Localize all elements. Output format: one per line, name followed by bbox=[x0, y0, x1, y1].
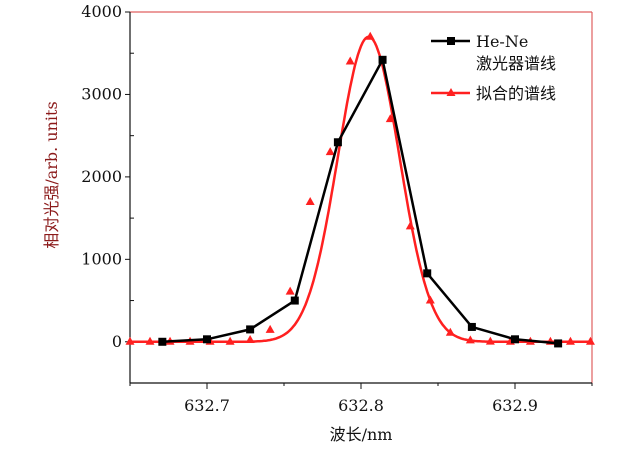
x-tick-label: 632.7 bbox=[184, 396, 230, 415]
axes: 0 1000 2000 3000 4000 632.7 632.8 632.9 bbox=[81, 2, 593, 415]
series-layer bbox=[125, 31, 595, 348]
he-ne-series-line bbox=[162, 56, 559, 345]
x-axis-title: 波长/nm bbox=[330, 425, 393, 444]
data-point-square bbox=[203, 335, 211, 344]
data-point-triangle bbox=[345, 56, 355, 65]
data-point-triangle bbox=[385, 114, 395, 123]
y-axis-title: 相对光强/arb. units bbox=[42, 101, 61, 248]
data-point-triangle bbox=[465, 335, 475, 344]
y-tick-label: 3000 bbox=[81, 84, 122, 103]
data-point-triangle bbox=[585, 336, 595, 345]
y-tick-label: 2000 bbox=[81, 167, 122, 186]
data-point-triangle bbox=[305, 197, 315, 206]
data-point-square bbox=[378, 55, 387, 64]
data-point-triangle bbox=[125, 336, 135, 345]
data-point-triangle bbox=[485, 336, 495, 345]
data-point-square bbox=[246, 325, 255, 334]
data-point-triangle bbox=[245, 334, 255, 343]
data-point-triangle bbox=[265, 324, 275, 333]
legend-label-fit: 拟合的谱线 bbox=[476, 84, 556, 103]
data-point-square bbox=[158, 337, 167, 346]
y-tick-label: 4000 bbox=[81, 2, 122, 21]
data-point-square bbox=[554, 339, 563, 348]
data-point-square bbox=[290, 296, 299, 305]
data-point-square bbox=[511, 335, 519, 344]
data-point-square bbox=[447, 37, 455, 45]
x-tick-label: 632.9 bbox=[492, 396, 538, 415]
data-point-triangle bbox=[445, 327, 455, 336]
data-point-square bbox=[333, 138, 342, 147]
data-point-triangle bbox=[225, 336, 235, 345]
y-tick-label: 0 bbox=[112, 332, 122, 351]
data-point-triangle bbox=[446, 88, 456, 96]
y-tick-label: 1000 bbox=[81, 249, 122, 268]
x-tick-label: 632.8 bbox=[338, 396, 384, 415]
data-point-square bbox=[423, 269, 432, 278]
data-point-triangle bbox=[145, 336, 155, 345]
data-point-triangle bbox=[285, 286, 295, 295]
data-point-triangle bbox=[365, 31, 375, 40]
legend-label-he-ne: He-Ne bbox=[476, 32, 528, 51]
data-point-triangle bbox=[405, 221, 415, 230]
data-point-triangle bbox=[565, 336, 575, 345]
data-point-triangle bbox=[325, 147, 335, 156]
data-point-triangle bbox=[425, 295, 435, 304]
fitted-curve-line bbox=[130, 35, 592, 344]
data-point-square bbox=[467, 322, 476, 331]
legend-label-he-ne: 激光器谱线 bbox=[476, 54, 556, 73]
